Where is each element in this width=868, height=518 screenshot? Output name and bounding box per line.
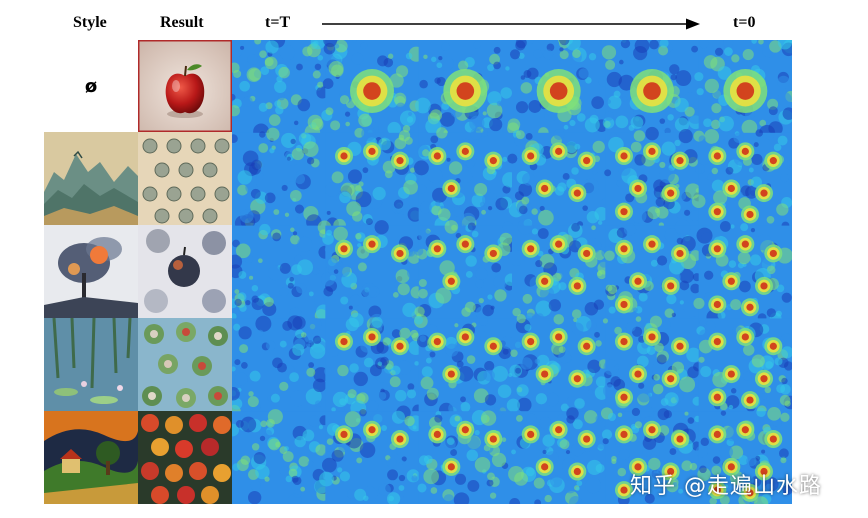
time-arrow — [322, 18, 700, 30]
style-image-row-5 — [44, 411, 138, 504]
watermark: 知乎 @走遍山水路 — [630, 474, 822, 499]
heatmap-cell — [507, 129, 609, 228]
heatmap-cell — [232, 127, 326, 232]
timestep-start-label: t=T — [265, 14, 291, 31]
heatmap-cell — [694, 40, 792, 141]
heatmap-cell — [232, 220, 332, 323]
heatmap-cell — [319, 405, 424, 504]
heatmap-cell — [413, 127, 518, 233]
heatmap-cell — [601, 219, 701, 319]
heatmap-cell — [601, 40, 703, 135]
result-image-row-3 — [138, 225, 232, 318]
style-column-header: Style — [73, 14, 107, 31]
result-column-header: Result — [160, 14, 204, 31]
empty-style-symbol: ø — [84, 75, 98, 97]
heatmap-cell — [323, 312, 424, 417]
heatmap-cell — [691, 129, 792, 230]
result-image-row-1 — [138, 40, 232, 132]
style-image-row-2 — [44, 132, 138, 225]
result-image-row-5 — [138, 411, 232, 504]
heatmap-cell — [602, 315, 703, 412]
heatmap-cell — [604, 126, 703, 229]
heatmap-cell — [324, 126, 423, 232]
heatmap-cell — [696, 318, 792, 416]
heatmap-cell — [414, 314, 514, 418]
result-image-row-4 — [138, 318, 232, 411]
heatmap-cell — [321, 220, 423, 321]
style-image-row-3 — [44, 225, 138, 318]
style-image-row-4 — [44, 318, 138, 411]
attention-heatmap-grid — [232, 40, 792, 504]
timestep-end-label: t=0 — [733, 14, 756, 31]
heatmap-cell — [507, 40, 611, 138]
heatmap-cell — [232, 40, 329, 140]
heatmap-cell — [600, 406, 702, 504]
heatmap-cell — [693, 221, 792, 325]
heatmap-cell — [232, 409, 331, 504]
heatmap-cell — [508, 407, 610, 504]
result-image-row-2 — [138, 132, 232, 225]
heatmap-cell — [415, 40, 513, 137]
heatmap-cell — [321, 40, 424, 137]
heatmap-cell — [695, 406, 792, 504]
heatmap-cell — [417, 407, 513, 504]
heatmap-cell — [508, 218, 611, 325]
heatmap-cell — [506, 314, 612, 413]
heatmap-cell — [414, 220, 518, 320]
heatmap-cell — [232, 315, 329, 418]
